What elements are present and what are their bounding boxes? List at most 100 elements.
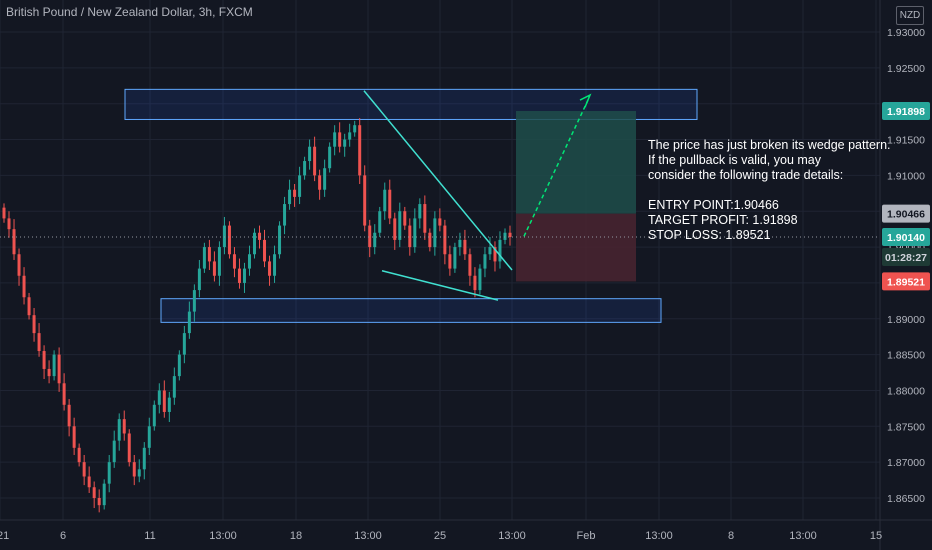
candle-body [222,225,226,248]
candle-body [418,204,422,219]
candle-body [232,254,236,269]
arrow-head [579,93,592,108]
price-tag [882,102,930,121]
target-box [516,111,636,214]
candle-body [52,354,56,377]
candle-body [237,268,241,283]
candle-body [413,218,417,248]
candle-body [508,232,512,238]
note-line-stop: STOP LOSS: 1.89521 [648,228,771,242]
candle-body [278,225,282,255]
candle-body [398,211,402,240]
candle-body [263,239,267,262]
candle-body [473,275,477,291]
candle-body [318,175,322,190]
note-line-entry: ENTRY POINT:1.90466 [648,198,779,212]
x-tick-label: 15 [870,530,882,542]
candle-body [122,419,126,434]
candle-body [252,232,256,255]
candle-body [293,189,297,197]
candle-body [363,175,367,226]
candle-body [328,146,332,169]
price-tag [882,248,930,267]
chart-title[interactable]: British Pound / New Zealand Dollar, 3h, … [6,5,253,19]
candle-body [388,189,392,219]
x-tick-label: Feb [577,530,596,542]
candle-body [177,354,181,377]
candle-body [443,225,447,255]
candle-body [503,232,507,240]
candle-body [207,247,211,262]
candle-body [107,462,111,484]
candle-body [298,175,302,197]
note-line: The price has just broken its wedge patt… [648,138,891,152]
candle-body [187,311,191,334]
candle-body [338,132,342,147]
x-tick-label: 13:00 [498,530,526,542]
price-tag-label: 01:28:27 [885,252,927,264]
candle-body [493,247,497,262]
candle-body [448,254,452,269]
candle-body [152,404,156,427]
candle-body [428,232,432,248]
candle-body [212,261,216,276]
candle-body [102,483,106,506]
y-tick-label: 1.93000 [887,27,925,39]
candle-body [308,146,312,162]
candle-body [488,247,492,255]
x-tick-label: 13:00 [789,530,817,542]
candle-body [483,254,487,269]
candle-body [157,390,161,405]
candle-body [142,447,146,470]
candle-body [383,189,387,212]
currency-selector[interactable]: NZD [896,6,924,25]
candle-body [468,254,472,276]
note-line: If the pullback is valid, you may [648,153,821,167]
candle-body [348,132,352,140]
candle-body [112,440,116,463]
candle-body [353,125,357,133]
candle-body [197,268,201,291]
price-tag-label: 1.90140 [887,232,925,244]
candle-body [202,247,206,269]
note-line-target: TARGET PROFIT: 1.91898 [648,213,798,227]
candle-body [22,275,26,298]
candle-body [438,218,442,226]
candle-body [182,333,186,355]
candle-body [247,254,251,269]
candle-body [147,426,151,448]
candle-body [12,229,16,255]
candle-body [453,247,457,269]
x-tick-label: 8 [728,530,734,542]
wedge-upper-line [363,90,513,271]
candle-body [333,132,337,147]
candle-body [2,207,6,219]
x-tick-label: 25 [434,530,446,542]
price-tag-label: 1.90466 [887,209,925,221]
trade-note: The price has just broken its wedge patt… [648,138,891,243]
y-tick-label: 1.86500 [887,493,925,505]
x-tick-label: 6 [60,530,66,542]
candle-body [137,469,141,477]
candle-body [42,351,46,369]
x-tick-label: 13:00 [354,530,382,542]
candle-body [368,225,372,248]
x-tick-label: 13:00 [645,530,673,542]
note-line [648,183,891,198]
candle-body [72,426,76,448]
candle-body [343,139,347,147]
y-tick-label: 1.92500 [887,63,925,75]
y-tick-label: 1.91500 [887,135,925,147]
stop-box [516,213,636,282]
candle-body [273,254,277,276]
candle-body [127,433,131,463]
y-tick-label: 1.91000 [887,170,925,182]
candle-body [47,368,51,377]
candle-body [117,419,121,441]
candle-body [67,404,71,427]
candle-body [192,290,196,312]
x-tick-label: 13:00 [209,530,237,542]
x-tick-label: 021 [0,530,9,542]
candle-body [77,447,81,463]
